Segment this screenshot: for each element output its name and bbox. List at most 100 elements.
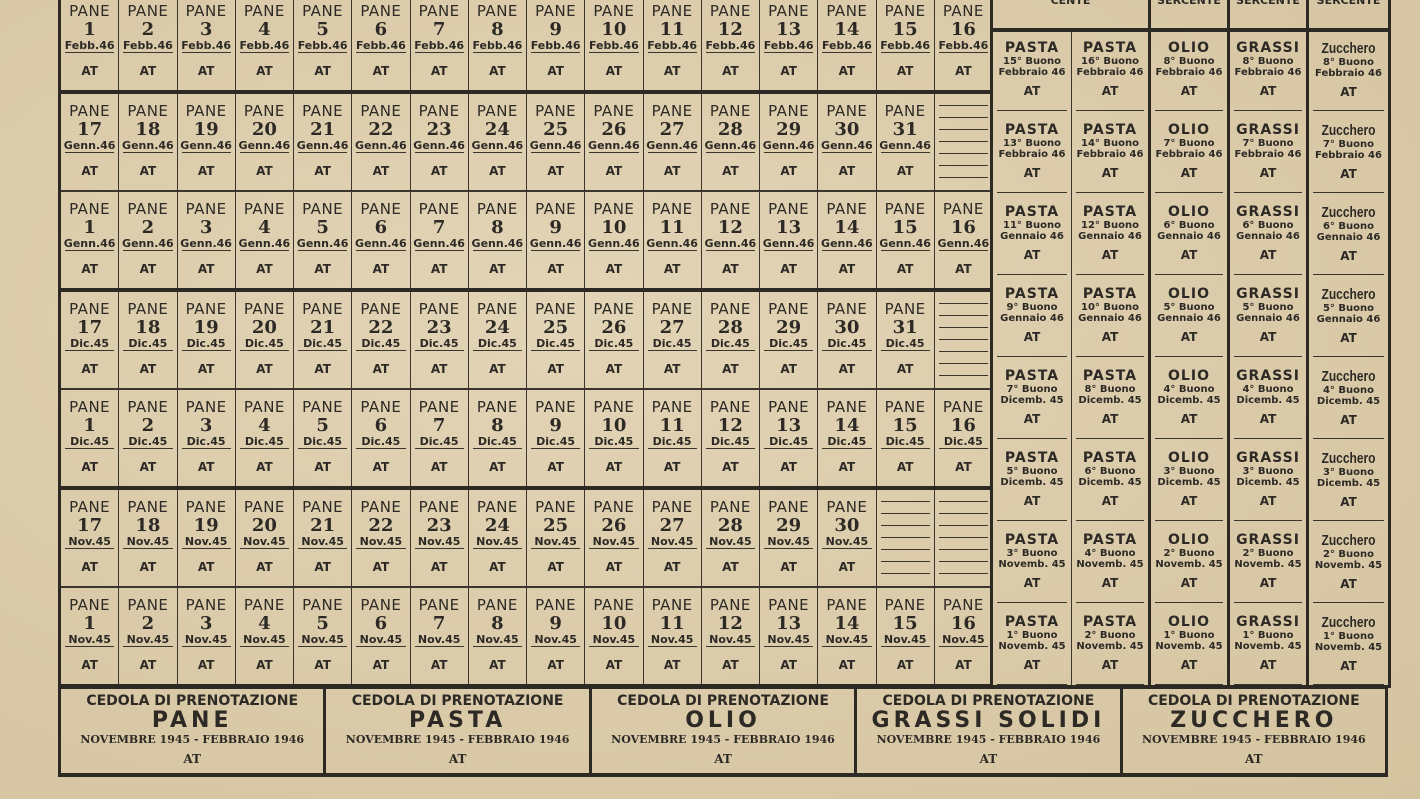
coupon-label: PANE: [418, 300, 460, 318]
slip-product: PASTA: [408, 708, 507, 733]
dash-line: [880, 525, 930, 526]
divider: [647, 548, 697, 549]
coupon-stamp: AT: [1180, 658, 1198, 672]
coupon-stamp: AT: [314, 658, 331, 672]
goods-coupon: GRASSI 2° Buono Novemb. 45 AT: [1230, 524, 1309, 606]
coupon-label: PASTA: [1082, 532, 1138, 548]
coupon-month: Dic.45: [827, 435, 867, 448]
coupon-month: Nov.45: [942, 633, 985, 646]
divider: [880, 646, 930, 647]
coupon-stamp: AT: [1023, 576, 1041, 590]
coupon-stamp: AT: [81, 64, 98, 78]
divider: [647, 448, 697, 449]
coupon-day: 3: [199, 415, 213, 436]
coupon-stamp: AT: [955, 64, 972, 78]
pane-coupon: PANE 21 Nov.45 AT: [294, 490, 353, 586]
divider: [589, 250, 639, 251]
divider: [647, 52, 697, 53]
coupon-stamp: AT: [430, 560, 448, 574]
coupon-month: Nov.45: [184, 535, 228, 548]
coupon-stamp: AT: [1180, 576, 1198, 590]
divider: [822, 250, 872, 251]
divider: [997, 356, 1067, 357]
goods-coupon-row: PASTA 13° Buono Febbraio 46 AT PASTA 14° Buon…: [993, 114, 1388, 196]
coupon-stamp: AT: [372, 460, 390, 474]
coupon-label: Zucchero: [1321, 614, 1376, 631]
goods-coupon: PASTA 15° Buono Febbraio 46 AT: [993, 32, 1072, 114]
coupon-label: PANE: [593, 2, 635, 20]
divider: [123, 548, 173, 549]
pane-coupon: PANE 10 Genn.46 AT: [585, 192, 644, 288]
coupon-number: 1° Buono: [1163, 630, 1215, 641]
coupon-day: 21: [310, 515, 336, 536]
coupon-month: Febbraio 46: [998, 149, 1066, 160]
coupon-day: 15: [892, 19, 918, 40]
pane-coupon: PANE 15 Dic.45 AT: [877, 390, 935, 486]
coupon-day: 16: [950, 217, 976, 238]
coupon-label: PANE: [884, 200, 926, 218]
divider: [123, 350, 173, 351]
divider: [239, 448, 289, 449]
coupon-month: Nov.45: [417, 535, 461, 548]
coupon-stamp: AT: [605, 262, 623, 276]
slip-stamp: AT: [714, 752, 732, 766]
coupon-day: 6: [374, 217, 388, 238]
divider: [822, 52, 872, 53]
coupon-label: PANE: [651, 498, 693, 516]
coupon-label: PASTA: [1082, 450, 1138, 466]
slip-stamp: AT: [1245, 752, 1263, 766]
divider: [1155, 356, 1223, 357]
coupon-day: 1: [83, 217, 96, 238]
coupon-day: 11: [659, 613, 685, 634]
coupon-day: 10: [601, 613, 627, 634]
divider: [239, 152, 289, 153]
coupon-month: Nov.45: [534, 633, 577, 646]
coupon-stamp: AT: [1023, 494, 1041, 508]
pane-coupon: PANE 31 Dic.45 AT: [877, 292, 935, 388]
coupon-stamp: AT: [256, 64, 273, 78]
coupon-stamp: AT: [1101, 658, 1119, 672]
coupon-stamp: AT: [1180, 330, 1198, 344]
pane-coupon-row: PANE 17 Dic.45 AT PANE 18 Dic.45 AT PANE 19 Dic.45…: [61, 292, 993, 390]
coupon-stamp: AT: [1101, 412, 1119, 426]
coupon-day: 6: [374, 415, 388, 436]
pane-coupon: PANE 2 Febb.46 AT: [119, 0, 178, 90]
coupon-number: 12° Buono: [1081, 220, 1139, 231]
coupon-day: 18: [135, 119, 161, 140]
coupon-stamp: AT: [197, 560, 215, 574]
pane-coupon: PANE 11 Febb.46 AT: [644, 0, 702, 90]
goods-coupon: Zucchero 4° Buono Dicemb. 45 AT: [1309, 360, 1388, 442]
coupon-month: Gennaio 46: [1078, 313, 1142, 324]
divider: [997, 684, 1067, 685]
divider: [880, 250, 930, 251]
coupon-month: Febb.46: [64, 39, 115, 52]
coupon-day: 13: [776, 19, 802, 40]
pane-coupon: PANE 2 Nov.45 AT: [119, 588, 178, 684]
coupon-label: Zucchero: [1321, 286, 1376, 303]
coupon-label: PANE: [69, 398, 111, 416]
coupon-day: 5: [316, 415, 329, 436]
coupon-month: Dicemb. 45: [1316, 396, 1381, 407]
pane-coupon: PANE 8 Dic.45 AT: [469, 390, 527, 486]
coupon-month: Febb.46: [122, 39, 173, 52]
divider: [181, 548, 231, 549]
coupon-month: Dic.45: [827, 337, 867, 350]
coupon-day: 28: [717, 317, 743, 338]
coupon-month: Dic.45: [943, 435, 983, 448]
goods-coupon: OLIO 4° Buono Dicemb. 45 AT: [1151, 360, 1230, 442]
divider: [298, 646, 348, 647]
coupon-label: PANE: [593, 498, 635, 516]
pane-coupon: PANE 22 Nov.45 AT: [352, 490, 411, 586]
divider: [531, 646, 581, 647]
coupon-day: 14: [834, 217, 860, 238]
coupon-month: Dic.45: [652, 435, 692, 448]
coupon-number: 1° Buono: [1242, 630, 1294, 641]
slip-period: NOVEMBRE 1945 - FEBBRAIO 1946: [876, 733, 1101, 746]
coupon-label: GRASSI: [1236, 450, 1300, 466]
coupon-day: 6: [374, 19, 388, 40]
pane-coupon: PANE 10 Febb.46 AT: [585, 0, 644, 90]
pane-coupon: PANE 30 Genn.46 AT: [818, 94, 877, 190]
slip-product: PANE: [151, 708, 233, 733]
coupon-number: 2° Buono: [1322, 549, 1375, 560]
pane-coupon: PANE 24 Genn.46 AT: [469, 94, 527, 190]
